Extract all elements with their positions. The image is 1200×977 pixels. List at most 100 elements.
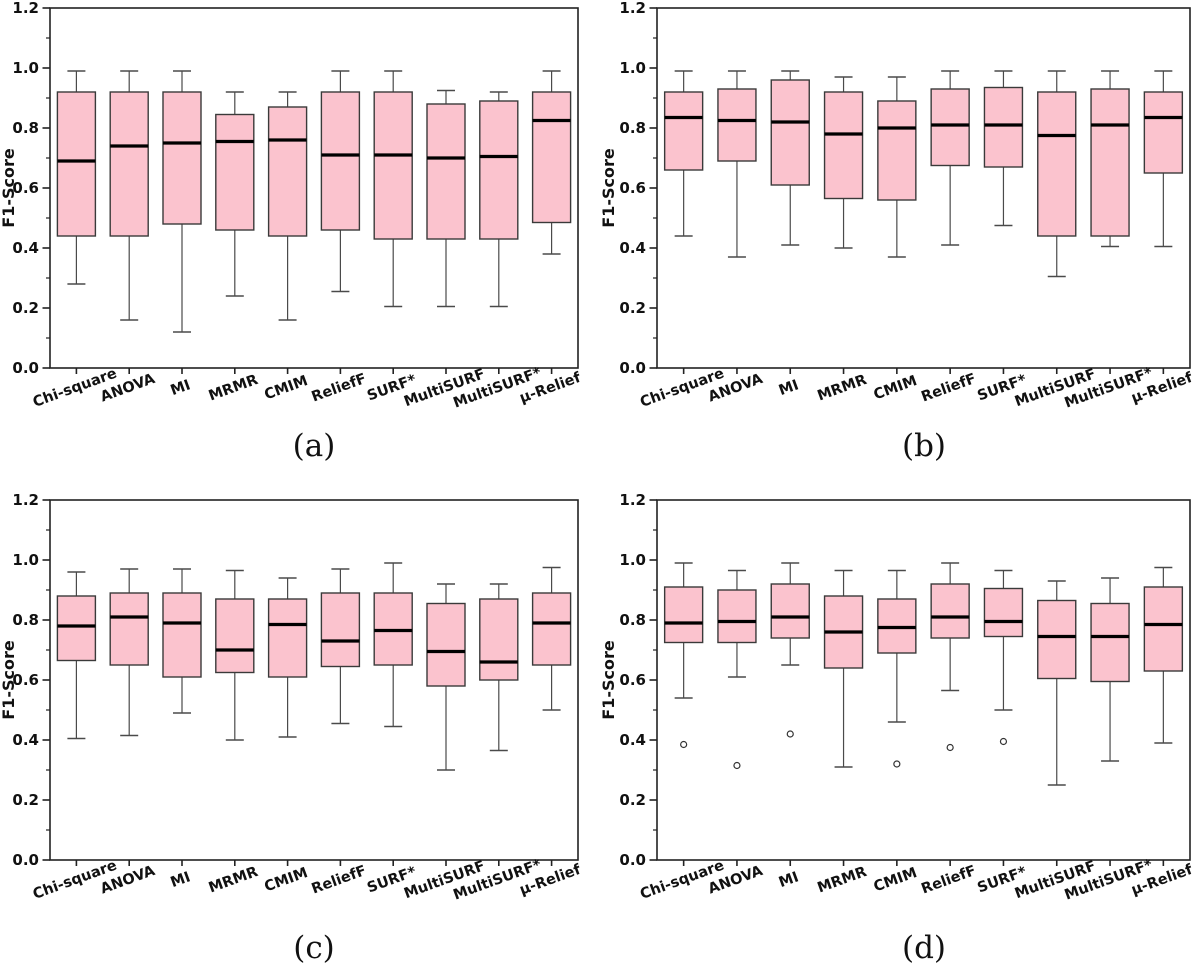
- box-μ-Relief: [1143, 70, 1184, 248]
- boxplot-a: 0.0 0.2 0.4 0.6 0.8 1.0 1.2 F1-Score Chi-square A…: [0, 0, 600, 490]
- box-ANOVA: [109, 70, 149, 321]
- box-MultiSURF: [426, 89, 466, 308]
- boxplot-svg-(d): 0.00.20.40.60.81.01.2F1-ScoreChi-squareA…: [600, 491, 1195, 904]
- subplot-c-caption: (c): [293, 930, 335, 966]
- subplot-a-caption: (a): [292, 428, 336, 464]
- y-axis-title: F1-Score: [600, 640, 618, 720]
- y-tick-label: 1.0: [619, 551, 646, 569]
- x-tick-label: MI: [169, 377, 193, 399]
- outlier-point: [680, 740, 688, 749]
- subplot-b: 0.0 0.2 0.4 0.6 0.8 1.0 1.2 F1-Score Chi-square A…: [600, 0, 1200, 490]
- x-tick-label: CMIM: [872, 865, 920, 895]
- y-tick-label: 0.6: [619, 179, 646, 197]
- box-MultiSURF*: [1090, 70, 1130, 248]
- y-axis-minor-ticks: [653, 529, 657, 831]
- x-tick-label: MRMR: [815, 864, 869, 897]
- box-ANOVA: [717, 70, 757, 258]
- outlier-point: [786, 730, 794, 738]
- box-ReliefF: [320, 70, 361, 293]
- y-tick-label: 1.0: [12, 551, 39, 569]
- x-tick-label: MI: [777, 377, 801, 399]
- x-tick-label: ReliefF: [919, 371, 978, 406]
- x-tick-label: ReliefF: [310, 863, 369, 898]
- box-MultiSURF*: [479, 91, 519, 308]
- y-tick-label: 0.8: [619, 119, 646, 137]
- boxplot-svg-(a): 0.00.20.40.60.81.01.2F1-ScoreChi-squareA…: [0, 0, 584, 412]
- box-MultiSURF*: [479, 583, 519, 752]
- x-tick-label: CMIM: [262, 373, 310, 403]
- y-tick-label: 1.0: [12, 59, 39, 77]
- box-CMIM: [267, 577, 308, 738]
- box-CMIM: [877, 76, 917, 258]
- y-tick-label: 0.4: [619, 731, 646, 749]
- y-tick-label: 0.6: [12, 671, 39, 689]
- box-ReliefF: [320, 568, 361, 725]
- y-tick-label: 1.2: [619, 491, 646, 509]
- outlier-point: [893, 760, 901, 768]
- y-axis-title: F1-Score: [0, 148, 18, 228]
- x-tick-label: ReliefF: [310, 371, 369, 406]
- y-tick-label: 0.4: [619, 239, 646, 257]
- boxplot-b: 0.0 0.2 0.4 0.6 0.8 1.0 1.2 F1-Score Chi-square A…: [600, 0, 1200, 490]
- box-MRMR: [823, 569, 864, 768]
- y-axis-ticks: 0.0 0.2 0.4 0.6 0.8 1.0 1.2: [12, 491, 50, 869]
- y-tick-label: 0.0: [12, 851, 39, 869]
- box-MRMR: [215, 569, 255, 741]
- box-MultiSURF*: [1090, 577, 1130, 762]
- y-tick-label: 0.0: [619, 359, 646, 377]
- x-tick-label: CMIM: [262, 865, 310, 895]
- x-tick-label: MRMR: [207, 864, 261, 897]
- box-ReliefF: [930, 562, 970, 752]
- outlier-point: [733, 761, 741, 770]
- outlier-point: [946, 743, 954, 752]
- y-tick-label: 0.0: [619, 851, 646, 869]
- boxplot-c: 0.0 0.2 0.4 0.6 0.8 1.0 1.2 F1-Score Chi-square A…: [0, 490, 600, 977]
- box-MRMR: [823, 76, 864, 249]
- box-CMIM: [877, 569, 917, 768]
- y-axis-minor-ticks: [46, 37, 50, 339]
- boxplot-svg-(b): 0.00.20.40.60.81.01.2F1-ScoreChi-squareA…: [600, 0, 1195, 412]
- y-tick-label: 0.2: [619, 791, 646, 809]
- box-μ-Relief: [1143, 566, 1184, 744]
- y-axis-title: F1-Score: [600, 148, 618, 228]
- boxplot-d: 0.0 0.2 0.4 0.6 0.8 1.0 1.2 F1-Score Chi-square A…: [600, 490, 1200, 977]
- box-SURF*: [373, 562, 413, 728]
- y-tick-label: 0.4: [12, 731, 39, 749]
- y-axis-minor-ticks: [46, 529, 50, 831]
- y-axis-minor-ticks: [653, 37, 657, 339]
- y-axis-ticks: 0.0 0.2 0.4 0.6 0.8 1.0 1.2: [12, 0, 50, 377]
- x-tick-label: MRMR: [207, 372, 261, 405]
- y-tick-label: 0.2: [12, 299, 39, 317]
- x-tick-label: MRMR: [815, 372, 869, 405]
- y-axis-ticks: 0.0 0.2 0.4 0.6 0.8 1.0 1.2: [619, 0, 657, 377]
- subplot-a: 0.0 0.2 0.4 0.6 0.8 1.0 1.2 F1-Score Chi-square A…: [0, 0, 600, 490]
- y-tick-label: 0.2: [12, 791, 39, 809]
- box-Chi-square: [663, 562, 704, 749]
- box-MRMR: [215, 91, 255, 297]
- box-Chi-square: [56, 70, 97, 285]
- y-tick-label: 0.8: [619, 611, 646, 629]
- y-tick-label: 1.2: [12, 491, 39, 509]
- box-μ-Relief: [531, 566, 572, 711]
- x-tick-label: ReliefF: [919, 863, 978, 898]
- box-MI: [162, 568, 202, 714]
- y-tick-label: 1.2: [619, 0, 646, 17]
- box-ANOVA: [109, 568, 149, 737]
- x-tick-label: MI: [777, 869, 801, 891]
- box-MI: [770, 70, 810, 246]
- y-tick-label: 0.2: [619, 299, 646, 317]
- y-tick-label: 0.8: [12, 611, 39, 629]
- outlier-point: [999, 737, 1008, 746]
- box-MultiSURF: [426, 583, 466, 771]
- box-SURF*: [983, 569, 1024, 746]
- box-SURF*: [983, 70, 1024, 227]
- y-tick-label: 1.0: [619, 59, 646, 77]
- box-MI: [162, 70, 202, 333]
- box-CMIM: [267, 91, 308, 321]
- y-tick-label: 0.6: [12, 179, 39, 197]
